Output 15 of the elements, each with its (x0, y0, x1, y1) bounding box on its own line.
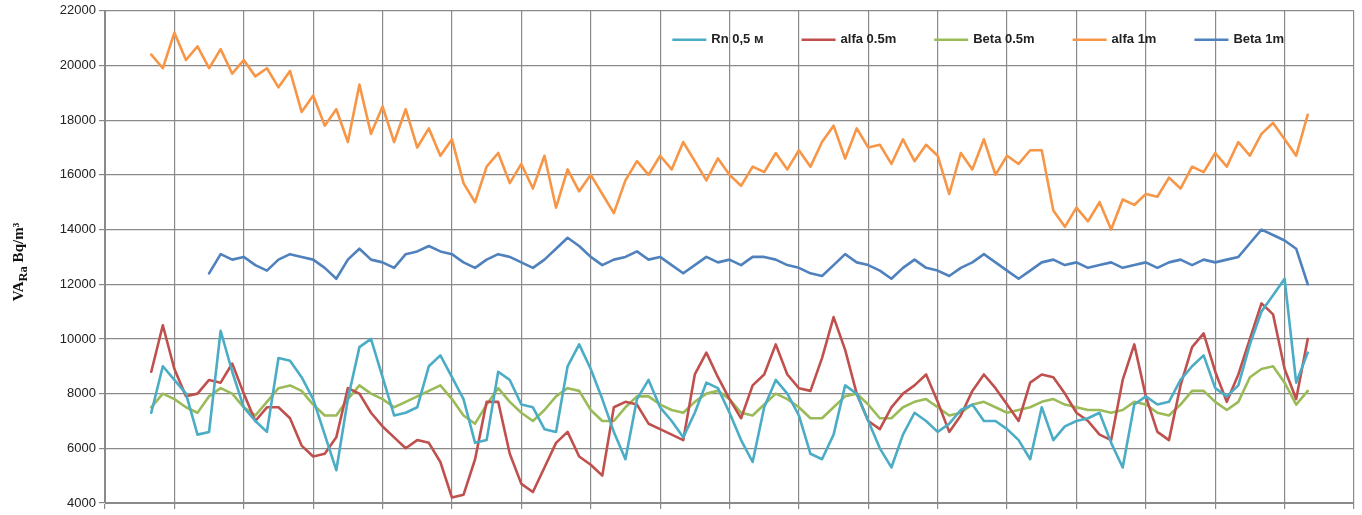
legend-label: Beta 0.5m (973, 31, 1035, 47)
y-tick-label: 6000 (67, 439, 96, 455)
y-tick-label: 8000 (67, 385, 96, 401)
y-tick-label: 12000 (59, 275, 96, 291)
legend-label: Rn 0,5 м (711, 31, 764, 47)
y-tick-label: 20000 (59, 57, 96, 73)
y-tick-label: 22000 (59, 2, 96, 18)
legend-label: Beta 1m (1233, 31, 1284, 47)
legend-label: alfa 1m (1111, 31, 1157, 47)
legend-label: alfa 0.5m (840, 31, 897, 47)
y-tick-label: 16000 (59, 166, 96, 182)
y-tick-label: 18000 (59, 111, 96, 127)
y-tick-label: 4000 (67, 494, 96, 510)
y-tick-label: 10000 (59, 330, 96, 346)
y-tick-label: 14000 (59, 221, 96, 237)
